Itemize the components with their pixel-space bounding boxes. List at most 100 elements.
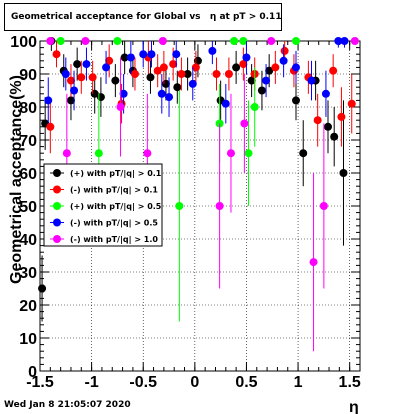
data-point — [299, 149, 308, 158]
y-tick-label: 100 — [10, 34, 37, 51]
x-tick-label: 0.5 — [235, 374, 257, 391]
x-axis-title: η — [349, 399, 359, 414]
data-point — [242, 53, 251, 62]
data-point — [309, 258, 318, 267]
data-point — [232, 63, 241, 72]
data-point — [330, 132, 339, 141]
y-tick-label: 0 — [28, 364, 37, 381]
data-point — [111, 76, 120, 85]
data-point — [52, 50, 61, 59]
y-axis-title: Geometrical acceptance(%) — [8, 75, 25, 284]
x-tick-label: 1.5 — [339, 374, 361, 391]
x-tick-label: -0.5 — [129, 374, 157, 391]
data-point — [292, 37, 300, 45]
data-point — [208, 46, 217, 55]
data-point — [221, 99, 230, 108]
data-point — [46, 37, 55, 45]
legend-box — [43, 163, 163, 247]
data-point — [70, 86, 79, 95]
data-point — [130, 70, 139, 78]
data-point — [265, 66, 274, 75]
data-point — [44, 96, 53, 105]
data-point — [267, 37, 276, 45]
series-4 — [46, 37, 359, 352]
data-point — [230, 37, 239, 45]
legend-marker — [53, 202, 61, 210]
data-point — [165, 93, 174, 102]
data-point — [82, 60, 91, 69]
data-point — [169, 60, 178, 69]
data-point — [62, 149, 71, 158]
data-point — [113, 37, 122, 45]
data-point — [292, 96, 300, 105]
data-point — [329, 66, 338, 75]
data-point — [321, 89, 330, 98]
data-point — [157, 89, 166, 98]
x-tick-label: -1 — [84, 374, 98, 391]
data-point — [262, 76, 271, 85]
legend-marker — [53, 169, 61, 177]
data-point — [292, 63, 300, 72]
data-point — [146, 73, 155, 82]
legend-marker — [53, 235, 61, 243]
data-point — [250, 103, 259, 111]
y-tick-label: 40 — [19, 232, 37, 249]
data-point — [340, 37, 349, 45]
data-point — [116, 103, 125, 111]
chart-title: Geometrical acceptance for Global vs η a… — [11, 12, 282, 22]
y-tick-label: 60 — [19, 166, 37, 183]
data-point — [240, 119, 249, 128]
x-tick-label: 1 — [294, 374, 303, 391]
data-series — [38, 37, 359, 352]
data-point — [38, 284, 47, 293]
data-point — [77, 73, 86, 82]
data-point — [239, 60, 248, 69]
data-point — [102, 63, 111, 72]
footer-timestamp: Wed Jan 8 21:05:07 2020 — [4, 400, 131, 410]
y-tick-label: 20 — [19, 298, 37, 315]
data-point — [324, 122, 332, 131]
y-tick-label: 50 — [19, 199, 37, 216]
y-tick-label: 70 — [19, 133, 37, 150]
data-point — [105, 56, 114, 65]
legend-marker — [53, 185, 61, 194]
data-point — [271, 63, 280, 72]
y-tick-label: 90 — [19, 67, 37, 84]
data-point — [66, 76, 75, 85]
data-point — [339, 169, 348, 177]
data-point — [147, 50, 156, 59]
data-point — [247, 76, 256, 85]
legend-label: (+) with pT/|q| > 0.5 — [70, 202, 162, 211]
data-point — [177, 70, 186, 78]
data-point — [313, 116, 322, 125]
data-point — [347, 99, 356, 108]
data-point — [307, 76, 316, 85]
data-point — [96, 93, 105, 102]
data-point — [224, 70, 233, 78]
y-tick-label: 30 — [19, 265, 37, 282]
data-point — [120, 53, 129, 62]
data-point — [159, 63, 168, 72]
data-point — [350, 37, 359, 45]
data-point — [173, 83, 182, 92]
x-tick-labels: -1.5 -1 -0.5 0 0.5 1 1.5 — [26, 374, 361, 391]
y-tick-label: 80 — [19, 100, 37, 117]
legend-label: (-) with pT/|q| > 0.1 — [70, 186, 158, 195]
data-point — [153, 66, 162, 75]
data-point — [319, 202, 328, 210]
y-tick-labels: 0 10 20 30 40 50 60 70 80 90 100 — [10, 34, 37, 381]
y-tick-label: 10 — [19, 331, 37, 348]
data-point — [56, 37, 65, 45]
data-point — [119, 89, 128, 98]
data-point — [88, 73, 97, 82]
data-point — [244, 149, 253, 158]
data-point — [172, 50, 181, 59]
data-point — [94, 149, 103, 158]
legend-marker — [53, 218, 61, 227]
data-point — [215, 202, 224, 210]
series-2 — [56, 37, 300, 322]
data-point — [139, 50, 148, 59]
data-point — [183, 70, 192, 78]
data-point — [143, 149, 152, 158]
